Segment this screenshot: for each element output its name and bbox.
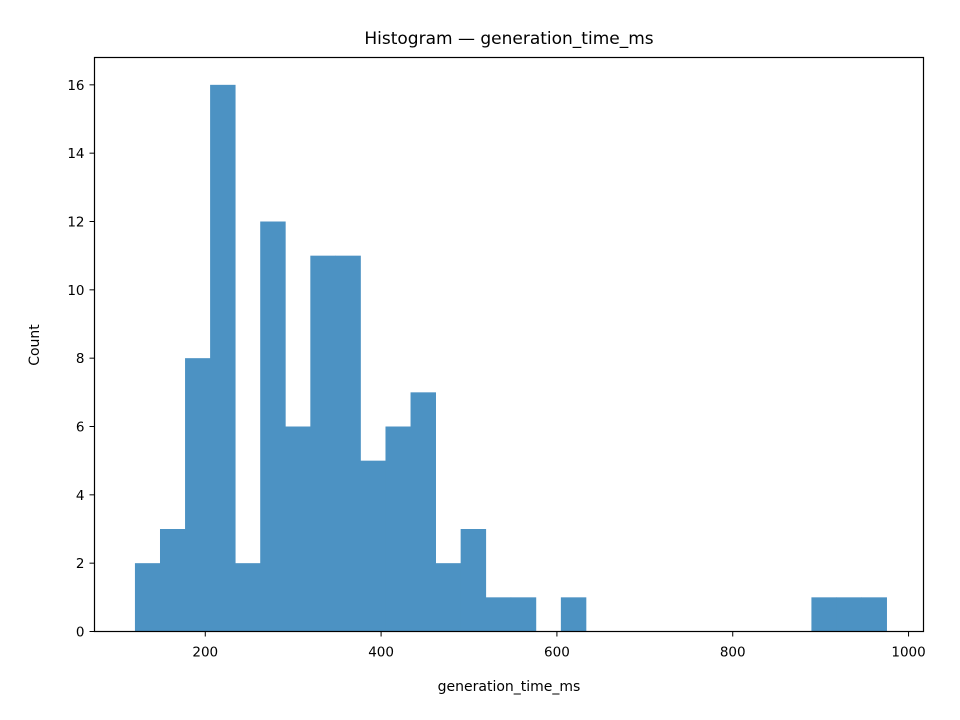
x-tick-label: 200 [192,645,218,661]
x-tick-label: 800 [720,645,746,661]
histogram-bar [410,392,436,632]
histogram-bar [310,255,336,632]
histogram-bar [485,597,512,632]
histogram-bar [836,597,862,632]
bars-group [134,84,887,632]
histogram-bar [510,597,537,632]
x-axis-label: generation_time_ms [438,679,581,695]
y-tick-label: 4 [76,488,85,504]
histogram-bar [560,597,587,632]
histogram-bar [235,563,261,632]
y-axis-ticks: 0 2 4 6 8 10 12 14 16 [67,78,95,641]
histogram-bar [134,563,161,632]
histogram-bar [435,563,462,632]
histogram-bar [185,358,211,632]
histogram-bar [159,529,186,632]
y-tick-label: 10 [67,283,84,299]
y-tick-label: 12 [67,215,84,231]
x-tick-label: 400 [368,645,394,661]
x-axis-ticks: 200 400 600 800 1000 [192,631,926,661]
y-tick-label: 8 [76,351,85,367]
y-tick-label: 16 [67,78,84,94]
x-tick-label: 600 [544,645,570,661]
chart-title: Histogram — generation_time_ms [364,29,653,49]
histogram-bar [861,597,887,632]
y-axis-label: Count [27,324,43,366]
histogram-bar [460,529,487,632]
y-tick-label: 2 [76,556,85,572]
histogram-bar [335,255,361,632]
y-tick-label: 14 [67,146,84,162]
x-tick-label: 1000 [891,645,925,661]
y-tick-label: 0 [76,625,85,641]
histogram-bar [811,597,837,632]
histogram-bar [285,426,311,632]
histogram-bar [260,221,286,632]
histogram-bar [210,84,236,632]
y-tick-label: 6 [76,420,85,436]
histogram-bar [385,426,411,632]
histogram-bar [360,460,386,632]
plot-frame [93,56,925,633]
